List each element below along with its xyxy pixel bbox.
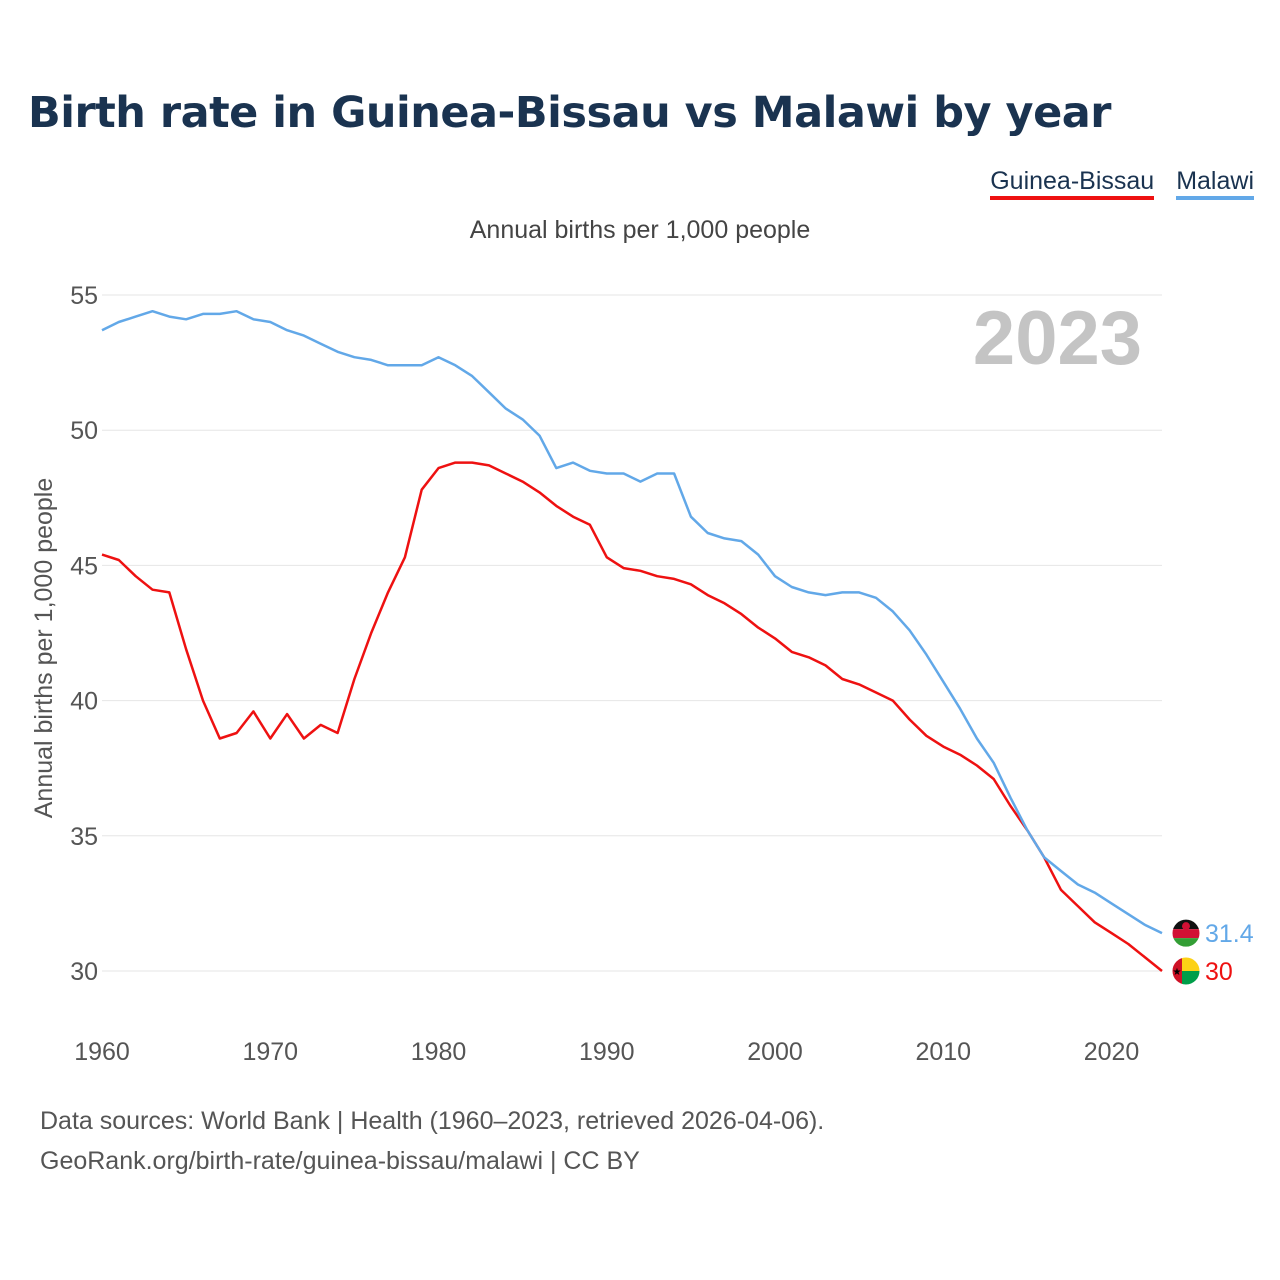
y-tick-label: 40 [70,688,98,716]
legend-item-guinea-bissau[interactable]: Guinea-Bissau [990,166,1155,200]
x-tick-label: 2020 [1084,1038,1140,1066]
flag-icon-guinea-bissau: ★ [1172,957,1200,985]
x-tick-label: 1960 [74,1038,130,1066]
end-label-guinea-bissau: 30 [1205,958,1233,986]
x-tick-labels: 1960 1970 1980 1990 2000 2010 2020 [74,1038,1139,1066]
y-tick-label: 30 [70,958,98,986]
x-tick-label: 1970 [242,1038,298,1066]
y-tick-label: 35 [70,823,98,851]
y-tick-label: 45 [70,552,98,580]
gridlines [102,294,1162,972]
end-markers: ★ 30 31.4 [1171,918,1254,986]
chart-title: Birth rate in Guinea-Bissau vs Malawi by… [28,88,1111,138]
y-tick-label: 55 [70,282,98,310]
y-tick-labels: 30 35 40 45 50 55 [70,282,98,986]
x-tick-label: 1990 [579,1038,635,1066]
series-line-malawi [101,309,1163,935]
chart-subtitle: Annual births per 1,000 people [469,216,811,244]
svg-text:★: ★ [1173,967,1182,978]
flag-icon-malawi [1172,919,1200,948]
y-tick-label: 50 [70,417,98,445]
footer-credit[interactable]: GeoRank.org/birth-rate/guinea-bissau/mal… [40,1147,640,1175]
x-tick-label: 2000 [747,1038,803,1066]
series-lines [101,309,1163,972]
end-label-malawi: 31.4 [1205,920,1254,948]
footer-sources: Data sources: World Bank | Health (1960–… [40,1107,825,1135]
legend-item-malawi[interactable]: Malawi [1176,166,1254,200]
year-display: 2023 [972,296,1142,381]
series-line-guinea-bissau [101,461,1163,972]
x-tick-label: 1980 [411,1038,467,1066]
x-tick-label: 2010 [915,1038,971,1066]
y-axis-label: Annual births per 1,000 people [30,478,58,819]
legend: Guinea-Bissau Malawi [990,166,1254,200]
